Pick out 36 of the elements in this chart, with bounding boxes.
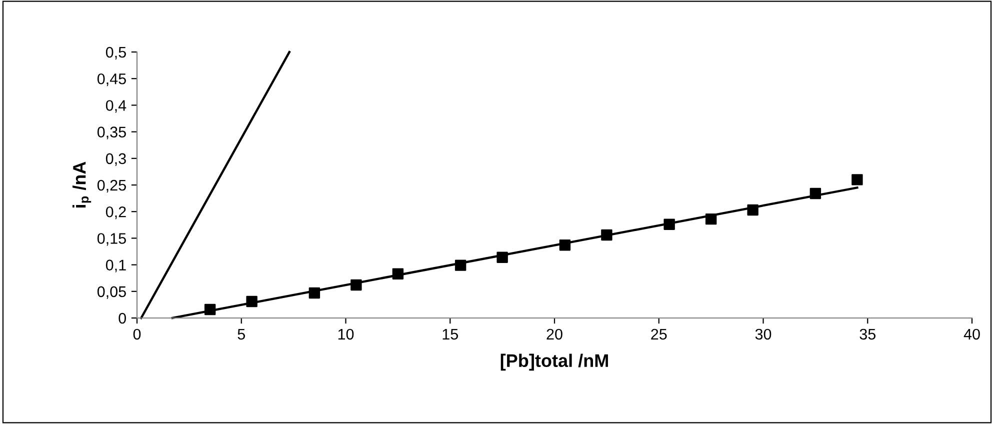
y-tick-label: 0,45 (97, 73, 126, 86)
y-tick-label: 0 (118, 312, 126, 324)
y-tick-label: 0,35 (97, 126, 126, 140)
y-tick-label: 0,25 (97, 180, 126, 192)
y-tick-label: 0,05 (97, 286, 126, 299)
point (454, 260, 466, 271)
point (852, 174, 863, 186)
x-tick-label: 40 (964, 328, 980, 340)
x-tick-label: 25 (651, 328, 667, 340)
point (601, 229, 612, 241)
y-tick-label: 0,5 (106, 46, 126, 60)
point (747, 204, 758, 216)
point (204, 304, 216, 316)
point (496, 252, 508, 263)
point (559, 240, 571, 251)
y-tick-label: 0,3 (106, 153, 126, 166)
x-tick-label: 5 (238, 328, 245, 340)
point (350, 279, 362, 291)
point (246, 296, 258, 308)
x-tick-label: 35 (860, 328, 876, 340)
x-tick-label: 10 (338, 328, 354, 340)
y-tick-label: 0,15 (97, 233, 126, 246)
x-tick-label: 0 (133, 328, 141, 340)
point (810, 188, 822, 200)
point (664, 218, 675, 230)
x-tick-label: 20 (546, 328, 562, 340)
x-tick-label: 15 (442, 328, 458, 340)
x-axis-title: [Pb]total /nM (500, 354, 608, 371)
x-tick-label: 30 (755, 328, 772, 340)
y-tick-label: 0,4 (106, 100, 126, 113)
y-tick-label: 0,1 (106, 260, 126, 272)
y-tick-label: 0,2 (106, 206, 126, 220)
y-axis-title: i$_{p}$ /nA (72, 162, 92, 208)
point (308, 287, 320, 299)
point (705, 213, 717, 225)
point (392, 268, 404, 280)
